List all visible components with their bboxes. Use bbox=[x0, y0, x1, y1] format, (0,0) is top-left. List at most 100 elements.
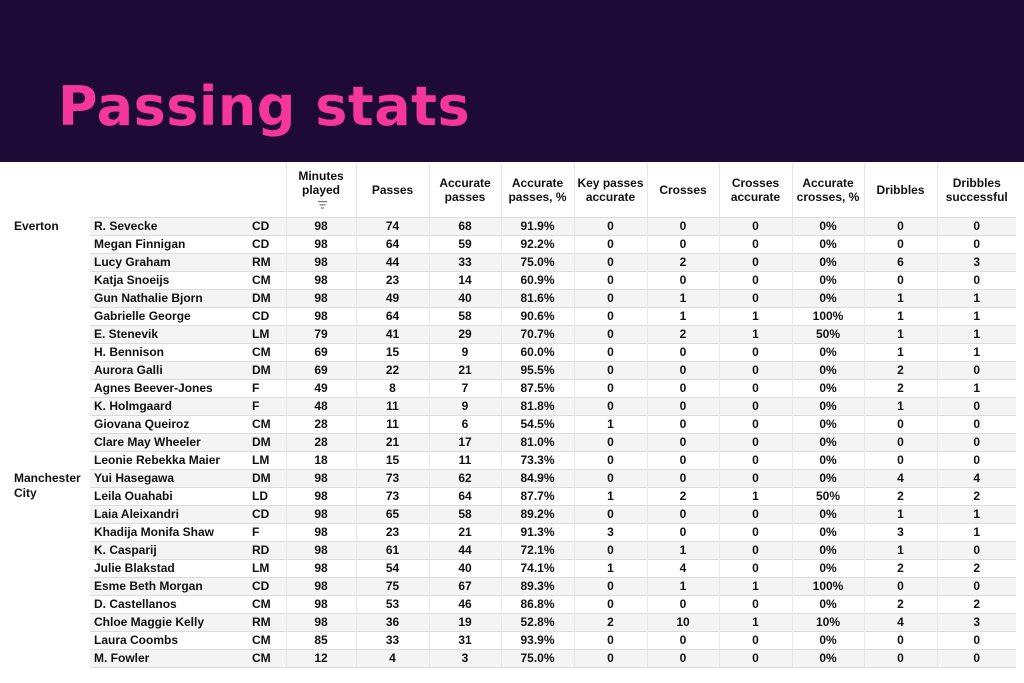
stat-cell: 9 bbox=[428, 397, 501, 416]
stat-cell: 0% bbox=[791, 217, 864, 236]
table-row: Lucy Graham RM 98 44 33 75.0% 0 2 0 0% 6 3 bbox=[8, 253, 1016, 272]
stat-cell: 53 bbox=[355, 595, 429, 614]
stat-cell: 4 bbox=[355, 649, 429, 668]
column-header-crosses-accurate[interactable]: Crosses accurate bbox=[718, 163, 792, 218]
stat-cell: 0% bbox=[791, 397, 864, 416]
stat-cell: 1 bbox=[936, 379, 1016, 398]
stat-cell: 89.3% bbox=[500, 577, 574, 596]
stat-cell: 0 bbox=[863, 415, 937, 434]
stat-cell: 0 bbox=[573, 631, 647, 650]
stat-cell: 14 bbox=[428, 271, 501, 290]
stat-cell: 0 bbox=[646, 649, 719, 668]
stat-cell: 0% bbox=[791, 595, 864, 614]
player-position: RM bbox=[250, 253, 286, 272]
table-row: Megan Finnigan CD 98 64 59 92.2% 0 0 0 0% 0 0 bbox=[8, 235, 1016, 254]
stat-cell: 1 bbox=[646, 577, 719, 596]
player-name: H. Bennison bbox=[90, 343, 250, 362]
passing-stats-table-container: Minutes played Passes Accurate passes Ac… bbox=[8, 163, 1016, 668]
player-position: CD bbox=[250, 235, 286, 254]
stat-cell: 52.8% bbox=[500, 613, 574, 632]
player-position: F bbox=[250, 379, 286, 398]
stat-cell: 0 bbox=[718, 559, 792, 578]
stat-cell: 0 bbox=[573, 397, 647, 416]
stat-cell: 89.2% bbox=[500, 505, 574, 524]
stat-cell: 65 bbox=[355, 505, 429, 524]
stat-cell: 61 bbox=[355, 541, 429, 560]
player-name: Chloe Maggie Kelly bbox=[90, 613, 250, 632]
column-header-accurate-passes-pct[interactable]: Accurate passes, % bbox=[500, 163, 574, 218]
stat-cell: 1 bbox=[863, 397, 937, 416]
column-header-dribbles-successful[interactable]: Dribbles successful bbox=[936, 163, 1016, 218]
table-row: E. Stenevik LM 79 41 29 70.7% 0 2 1 50% 1 1 bbox=[8, 325, 1016, 344]
stat-cell: 11 bbox=[428, 451, 501, 470]
stat-cell: 4 bbox=[863, 613, 937, 632]
stat-cell: 0 bbox=[718, 631, 792, 650]
stat-cell: 74 bbox=[355, 217, 429, 236]
stat-cell: 36 bbox=[355, 613, 429, 632]
stat-cell: 0 bbox=[718, 523, 792, 542]
player-position: CM bbox=[250, 415, 286, 434]
stat-cell: 69 bbox=[285, 361, 356, 380]
column-header-minutes-played[interactable]: Minutes played bbox=[285, 163, 356, 218]
player-name: M. Fowler bbox=[90, 649, 250, 668]
column-header-accurate-passes[interactable]: Accurate passes bbox=[428, 163, 501, 218]
stat-cell: 6 bbox=[428, 415, 501, 434]
player-name: R. Sevecke bbox=[90, 217, 250, 236]
stat-cell: 0% bbox=[791, 289, 864, 308]
table-row: H. Bennison CM 69 15 9 60.0% 0 0 0 0% 1 1 bbox=[8, 343, 1016, 362]
table-row: K. Casparij RD 98 61 44 72.1% 0 1 0 0% 1 0 bbox=[8, 541, 1016, 560]
stat-cell: 4 bbox=[863, 469, 937, 488]
stat-cell: 1 bbox=[936, 523, 1016, 542]
stat-cell: 15 bbox=[355, 451, 429, 470]
player-name: Esme Beth Morgan bbox=[90, 577, 250, 596]
stat-cell: 81.8% bbox=[500, 397, 574, 416]
stat-cell: 64 bbox=[428, 487, 501, 506]
player-position: CM bbox=[250, 343, 286, 362]
header-banner: Passing stats bbox=[0, 0, 1024, 162]
stat-cell: 0 bbox=[718, 379, 792, 398]
stat-cell: 1 bbox=[936, 505, 1016, 524]
player-name: Leila Ouahabi bbox=[90, 487, 250, 506]
team-name: Manchester City bbox=[8, 469, 90, 668]
stat-cell: 2 bbox=[936, 595, 1016, 614]
sort-descending-icon[interactable] bbox=[318, 200, 328, 210]
column-header-crosses[interactable]: Crosses bbox=[646, 163, 719, 218]
stat-cell: 3 bbox=[573, 523, 647, 542]
stat-cell: 0% bbox=[791, 271, 864, 290]
stat-cell: 1 bbox=[718, 307, 792, 326]
column-header-key-passes-accurate[interactable]: Key passes accurate bbox=[573, 163, 647, 218]
stat-cell: 3 bbox=[863, 523, 937, 542]
stat-cell: 50% bbox=[791, 487, 864, 506]
column-header-dribbles[interactable]: Dribbles bbox=[863, 163, 937, 218]
player-position: DM bbox=[250, 469, 286, 488]
stat-cell: 0 bbox=[573, 595, 647, 614]
stat-cell: 1 bbox=[863, 541, 937, 560]
player-name: Gabrielle George bbox=[90, 307, 250, 326]
stat-cell: 0 bbox=[718, 433, 792, 452]
stat-cell: 0 bbox=[936, 235, 1016, 254]
stat-cell: 11 bbox=[355, 397, 429, 416]
stat-cell: 0 bbox=[573, 271, 647, 290]
stat-cell: 75 bbox=[355, 577, 429, 596]
stat-cell: 0 bbox=[863, 451, 937, 470]
column-header-passes[interactable]: Passes bbox=[355, 163, 429, 218]
stat-cell: 91.3% bbox=[500, 523, 574, 542]
stat-cell: 98 bbox=[285, 541, 356, 560]
stat-cell: 0 bbox=[863, 217, 937, 236]
stat-cell: 22 bbox=[355, 361, 429, 380]
stat-cell: 1 bbox=[573, 487, 647, 506]
stat-cell: 0 bbox=[573, 433, 647, 452]
column-header-accurate-crosses-pct[interactable]: Accurate crosses, % bbox=[791, 163, 864, 218]
stat-cell: 0% bbox=[791, 433, 864, 452]
stat-cell: 0% bbox=[791, 649, 864, 668]
stat-cell: 69 bbox=[285, 343, 356, 362]
stat-cell: 0 bbox=[718, 235, 792, 254]
player-name: Julie Blakstad bbox=[90, 559, 250, 578]
stat-cell: 23 bbox=[355, 271, 429, 290]
table-row: Manchester City Yui Hasegawa DM 98 73 62 84.9%… bbox=[8, 469, 1016, 668]
stat-cell: 87.5% bbox=[500, 379, 574, 398]
player-position: CD bbox=[250, 505, 286, 524]
stat-cell: 0 bbox=[936, 271, 1016, 290]
stat-cell: 0% bbox=[791, 523, 864, 542]
stat-cell: 0% bbox=[791, 415, 864, 434]
